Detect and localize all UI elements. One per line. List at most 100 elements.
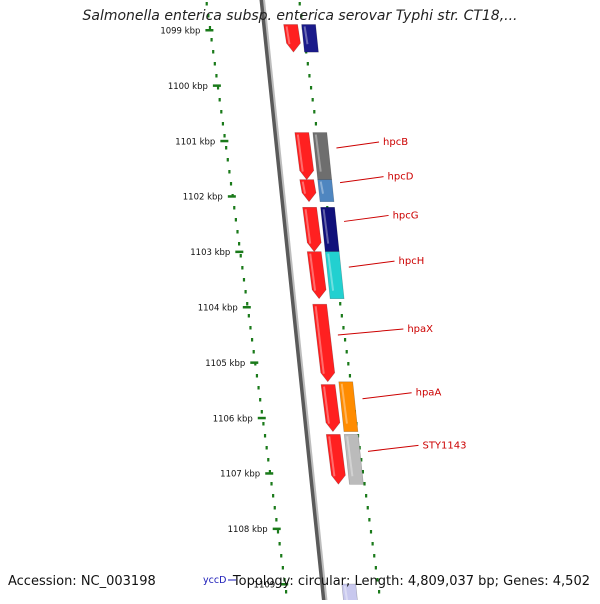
gene-label-yccD[interactable]: yccD	[203, 575, 226, 586]
outer-ring-dot	[361, 470, 364, 474]
gene-STY1143[interactable]	[343, 434, 364, 485]
inner-ring-dot	[250, 338, 254, 342]
genome-title: Salmonella enterica subsp. enterica sero…	[82, 8, 518, 24]
tick-label: 1103 kbp	[190, 248, 230, 258]
inner-ring-dot	[249, 326, 252, 330]
outer-ring-dot	[368, 518, 371, 522]
inner-ring-dot	[273, 506, 276, 510]
inner-ring-dot	[210, 38, 213, 42]
tick-label: 1100 kbp	[168, 82, 208, 92]
inner-ring-dot	[218, 98, 221, 102]
gene-feature[interactable]	[302, 206, 322, 253]
genome-backbone	[259, 0, 328, 604]
gene-highlight	[309, 253, 317, 291]
tick-label: 1099 kbp	[160, 27, 200, 37]
gene-label-leader	[348, 260, 395, 268]
outer-ring-dot	[363, 482, 366, 486]
gene-feature[interactable]	[301, 24, 319, 53]
tick-mark	[242, 306, 251, 309]
tick-label: 1109	[254, 581, 276, 591]
tick-mark	[220, 139, 229, 143]
inner-ring-dot	[259, 398, 262, 402]
inner-ring-dot	[276, 530, 280, 534]
gene-hpaX[interactable]	[312, 303, 336, 383]
gene-label-leader	[339, 176, 384, 184]
inner-ring-dot	[241, 266, 244, 270]
outer-ring-dot	[340, 314, 343, 318]
tick-mark	[265, 472, 274, 475]
gene-highlight	[301, 181, 307, 194]
tick-mark	[250, 361, 259, 364]
gene-highlight	[327, 253, 335, 291]
outer-ring-dot	[300, 14, 303, 18]
tick-label: 1108 kbp	[228, 525, 268, 535]
tick-label: 1105 kbp	[205, 359, 245, 369]
gene-label[interactable]: hpcB	[383, 137, 408, 148]
inner-ring-dot	[226, 158, 229, 162]
inner-ring-dot	[220, 110, 223, 114]
gene-hpcD[interactable]	[317, 179, 335, 203]
gene-feature[interactable]	[299, 179, 317, 203]
inner-ring-dot	[267, 458, 270, 462]
gene-hpaA[interactable]	[338, 381, 359, 432]
inner-ring-dot	[215, 74, 218, 78]
inner-ring-dot	[262, 422, 265, 426]
outer-ring-dot	[306, 62, 309, 66]
inner-ring-dot	[229, 182, 233, 186]
gene-feature[interactable]	[294, 132, 315, 181]
gene-highlight	[314, 134, 322, 172]
gene-feature[interactable]	[283, 24, 301, 53]
gene-label[interactable]: hpcH	[399, 256, 425, 267]
gene-hpcH[interactable]	[324, 251, 345, 299]
outer-ring-dot	[376, 578, 379, 582]
inner-ring-dot	[244, 290, 247, 294]
gene-label[interactable]: hpaX	[407, 324, 433, 335]
gene-feature[interactable]	[325, 434, 346, 485]
gene-label-leader	[367, 444, 419, 452]
outer-ring-dot	[314, 122, 318, 126]
inner-ring-dot	[236, 230, 239, 234]
outer-ring-dot	[348, 374, 352, 378]
outer-ring-dot	[371, 542, 374, 546]
inner-ring-dot	[239, 254, 242, 258]
gene-label-leader	[362, 392, 412, 400]
outer-ring-dot	[373, 554, 376, 558]
inner-ring-dot	[278, 542, 281, 546]
inner-ring-dot	[205, 2, 208, 6]
inner-ring-dot	[268, 470, 271, 474]
tick-label: 1102 kbp	[183, 193, 223, 203]
inner-ring-dot	[247, 314, 250, 318]
inner-ring-dot	[270, 482, 273, 486]
inner-ring-dot	[252, 350, 255, 354]
gene-highlight	[304, 209, 312, 244]
outer-ring-dot	[347, 362, 350, 366]
tick-label: 1106 kbp	[213, 414, 253, 424]
inner-ring-dot	[238, 242, 241, 246]
gene-feature[interactable]	[306, 251, 327, 300]
outer-ring-dot	[360, 458, 363, 462]
gene-label[interactable]: hpcG	[393, 210, 419, 221]
inner-ring-dot	[257, 386, 260, 390]
genome-backbone-highlight	[263, 0, 328, 604]
gene-highlight	[346, 436, 354, 477]
gene-label[interactable]: hpcD	[388, 172, 414, 183]
inner-ring-dot	[208, 26, 212, 30]
inner-ring-dot	[280, 554, 283, 558]
gene-label[interactable]: hpaA	[416, 388, 442, 399]
inner-ring-dot	[255, 374, 259, 378]
gene-highlight	[323, 386, 330, 424]
outer-ring-dot	[369, 530, 373, 534]
inner-ring-dot	[228, 170, 231, 174]
inner-ring-dot	[225, 146, 228, 150]
gene-label[interactable]: STY1143	[422, 440, 466, 451]
gene-feature[interactable]	[320, 384, 341, 433]
inner-ring-dot	[221, 122, 225, 126]
outer-ring-dot	[298, 2, 301, 6]
outer-ring-dot	[345, 350, 348, 354]
tick-label: 1104 kbp	[198, 304, 238, 314]
inner-ring-dot	[283, 578, 286, 582]
genome-summary: Topology: circular; Length: 4,809,037 bp…	[232, 574, 590, 589]
tick-mark	[205, 29, 214, 32]
